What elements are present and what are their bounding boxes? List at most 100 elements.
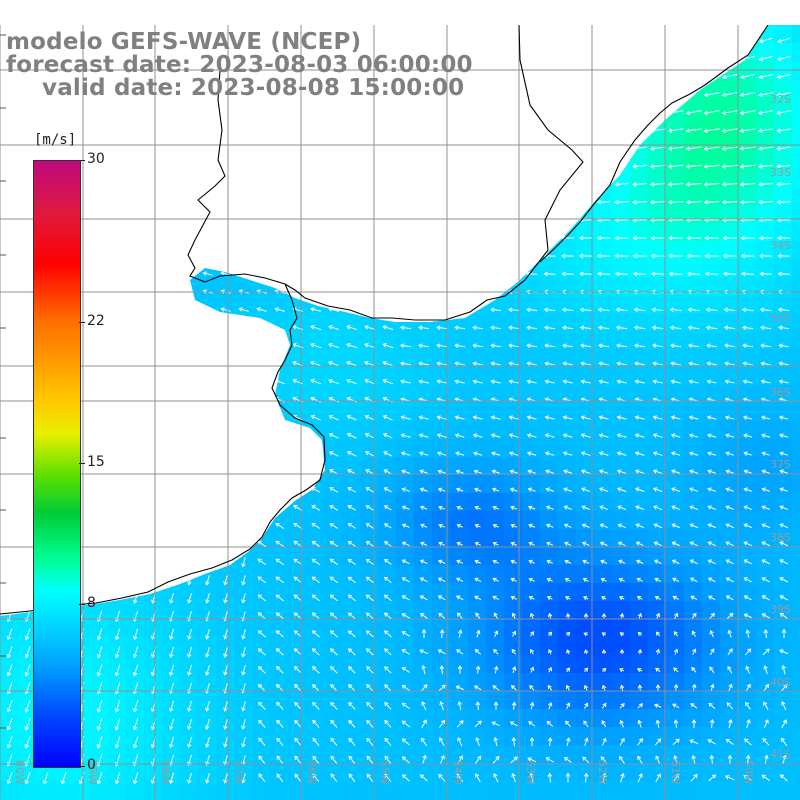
speed-cell <box>666 457 685 476</box>
wind-arrow <box>652 415 663 420</box>
speed-cell <box>306 637 325 656</box>
wind-arrow <box>652 379 663 384</box>
speed-cell <box>450 673 469 692</box>
speed-cell <box>684 439 703 458</box>
wind-arrow <box>436 379 447 384</box>
wind-arrow <box>655 631 661 637</box>
wind-arrow <box>509 487 518 492</box>
speed-cell <box>738 763 757 782</box>
speed-cell <box>684 511 703 530</box>
wind-arrow <box>364 414 375 421</box>
speed-cell <box>342 439 361 458</box>
wind-arrow <box>709 648 715 656</box>
speed-cell <box>612 529 631 548</box>
latitude-label: 32S <box>770 93 791 106</box>
speed-cell <box>342 313 361 332</box>
wind-arrow <box>618 559 626 564</box>
speed-cell <box>432 367 451 386</box>
speed-cell <box>522 457 541 476</box>
wind-arrow <box>401 595 410 601</box>
wind-arrow <box>758 182 773 187</box>
speed-cell <box>702 727 721 746</box>
wind-arrow <box>418 433 429 438</box>
speed-cell <box>630 637 649 656</box>
wind-arrow <box>601 632 606 637</box>
speed-cell <box>756 619 775 638</box>
wind-arrow <box>24 682 31 695</box>
speed-cell <box>558 259 577 278</box>
wind-arrow <box>779 487 788 492</box>
wind-arrow <box>454 379 465 384</box>
wind-arrow <box>708 702 716 709</box>
longitude-label: 57W <box>232 760 245 785</box>
speed-cell <box>396 403 415 422</box>
speed-cell <box>594 331 613 350</box>
wind-arrow <box>187 664 192 676</box>
wind-arrow <box>690 595 698 601</box>
wind-arrow <box>724 343 736 348</box>
speed-cell <box>522 529 541 548</box>
wind-arrow <box>724 415 735 420</box>
speed-cell <box>522 547 541 566</box>
wind-arrow <box>634 469 645 474</box>
wind-arrow <box>474 649 481 655</box>
wind-arrow <box>671 469 681 474</box>
speed-cell <box>342 475 361 494</box>
speed-cell <box>126 709 145 728</box>
speed-cell <box>234 781 253 800</box>
wind-arrow <box>347 612 356 620</box>
speed-cell <box>720 709 739 728</box>
colorbar-tick-mark <box>79 160 85 161</box>
speed-cell <box>234 655 253 674</box>
speed-cell <box>504 529 523 548</box>
wind-arrow <box>366 755 374 764</box>
wind-arrow <box>650 235 665 241</box>
wind-arrow <box>761 577 771 583</box>
wind-arrow <box>760 379 771 384</box>
wind-arrow <box>132 664 139 677</box>
wind-arrow <box>745 665 751 674</box>
wind-arrow <box>6 736 13 749</box>
wind-arrow <box>475 773 481 783</box>
speed-cell <box>630 241 649 260</box>
speed-cell <box>738 385 757 404</box>
wind-arrow <box>241 719 246 730</box>
speed-cell <box>738 565 757 584</box>
wind-arrow <box>241 701 246 712</box>
speed-cell <box>738 547 757 566</box>
speed-cell <box>414 637 433 656</box>
speed-cell <box>576 781 595 800</box>
speed-cell <box>738 421 757 440</box>
wind-arrow <box>745 648 752 656</box>
wind-arrow <box>543 307 556 313</box>
speed-cell <box>576 223 595 242</box>
speed-cell <box>648 223 667 242</box>
wind-arrow <box>329 576 338 584</box>
wind-arrow <box>330 683 338 692</box>
speed-cell <box>702 691 721 710</box>
speed-cell <box>198 601 217 620</box>
wind-arrow <box>223 755 228 766</box>
speed-cell <box>378 583 397 602</box>
speed-cell <box>0 655 19 674</box>
speed-cell <box>414 709 433 728</box>
speed-cell <box>468 619 487 638</box>
speed-cell <box>576 583 595 602</box>
speed-cell <box>720 421 739 440</box>
wind-arrow <box>584 737 589 746</box>
speed-cell <box>432 637 451 656</box>
wind-arrow <box>545 469 555 474</box>
wind-arrow <box>275 648 284 656</box>
wind-arrow <box>743 577 752 583</box>
speed-cell <box>594 727 613 746</box>
speed-cell <box>234 295 253 314</box>
speed-cell <box>630 673 649 692</box>
wind-arrow <box>707 541 716 547</box>
speed-cell <box>540 547 559 566</box>
speed-cell <box>594 655 613 674</box>
speed-cell <box>558 511 577 530</box>
wind-arrow <box>543 271 556 277</box>
speed-cell <box>594 547 613 566</box>
wind-arrow <box>685 199 702 205</box>
